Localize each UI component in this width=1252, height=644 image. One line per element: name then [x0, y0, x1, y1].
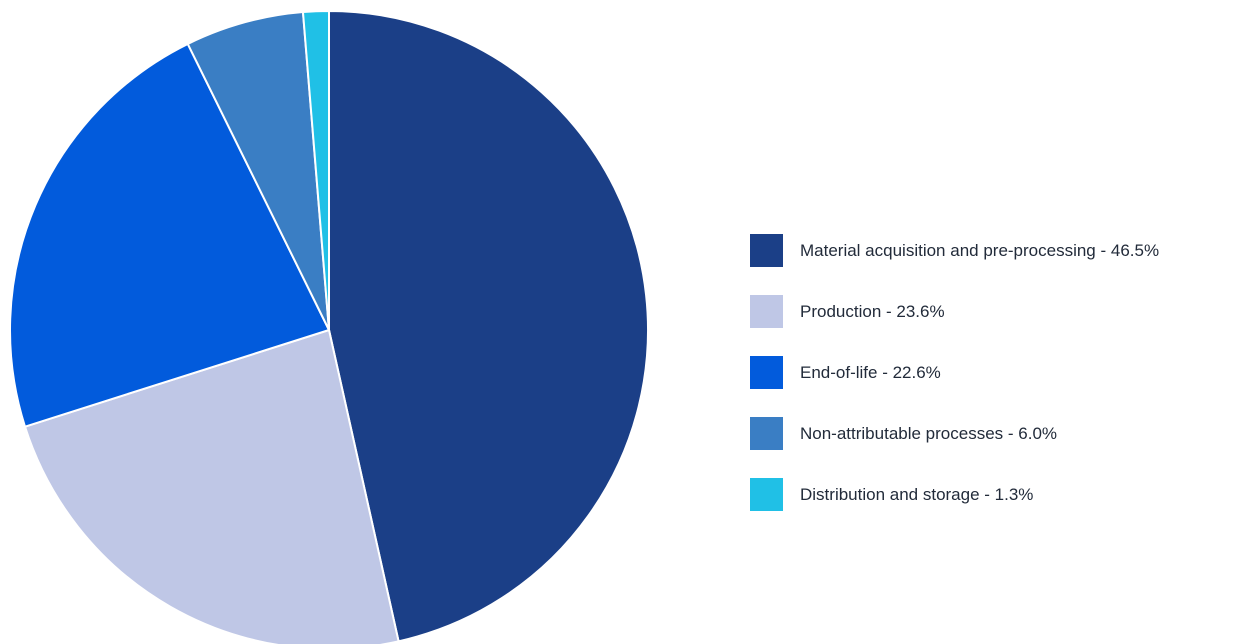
- legend-label-production: Production - 23.6%: [800, 301, 945, 321]
- legend-label-end-of-life: End-of-life - 22.6%: [800, 362, 941, 382]
- legend-item-material-acquisition: Material acquisition and pre-processing …: [750, 234, 1250, 267]
- legend-item-production: Production - 23.6%: [750, 295, 1250, 328]
- pie-slice-distribution-storage: [301, 9, 330, 331]
- pie-slice-non-attributable: [186, 11, 330, 331]
- legend-item-non-attributable: Non-attributable processes - 6.0%: [750, 417, 1250, 450]
- legend-swatch-distribution-storage: [750, 478, 783, 511]
- legend: Material acquisition and pre-processing …: [750, 234, 1250, 539]
- legend-swatch-non-attributable: [750, 417, 783, 450]
- pie-slice-end-of-life: [9, 42, 330, 428]
- legend-label-distribution-storage: Distribution and storage - 1.3%: [800, 484, 1034, 504]
- legend-label-non-attributable: Non-attributable processes - 6.0%: [800, 423, 1058, 443]
- legend-swatch-material-acquisition: [750, 234, 783, 267]
- legend-swatch-end-of-life: [750, 356, 783, 389]
- legend-swatch-production: [750, 295, 783, 328]
- legend-item-distribution-storage: Distribution and storage - 1.3%: [750, 478, 1250, 511]
- pie-slice-production: [24, 329, 400, 644]
- pie-slice-material-acquisition: [328, 10, 650, 643]
- legend-item-end-of-life: End-of-life - 22.6%: [750, 356, 1250, 389]
- pie-plot: [9, 9, 650, 644]
- legend-label-material-acquisition: Material acquisition and pre-processing …: [800, 240, 1160, 260]
